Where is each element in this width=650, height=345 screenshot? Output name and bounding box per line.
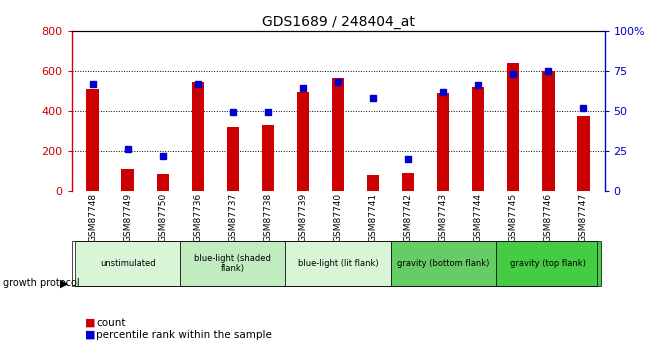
Text: GSM87738: GSM87738 — [263, 193, 272, 243]
Text: GSM87737: GSM87737 — [228, 193, 237, 243]
Bar — [285, 241, 391, 286]
Text: growth protocol: growth protocol — [3, 278, 80, 288]
Text: GSM87750: GSM87750 — [158, 193, 167, 243]
Bar — [75, 241, 180, 286]
Bar — [297, 92, 309, 190]
Bar — [262, 125, 274, 190]
Text: percentile rank within the sample: percentile rank within the sample — [96, 330, 272, 339]
Text: count: count — [96, 318, 125, 327]
Text: ▶: ▶ — [60, 278, 69, 288]
Bar — [86, 89, 99, 190]
Text: GSM87744: GSM87744 — [474, 193, 483, 242]
Text: GSM87746: GSM87746 — [544, 193, 553, 242]
Text: blue-light (lit flank): blue-light (lit flank) — [298, 259, 378, 268]
Bar — [507, 63, 519, 190]
Text: GSM87736: GSM87736 — [193, 193, 202, 243]
Text: GSM87739: GSM87739 — [298, 193, 307, 243]
Text: gravity (bottom flank): gravity (bottom flank) — [397, 259, 489, 268]
Text: GSM87741: GSM87741 — [369, 193, 378, 242]
Text: GSM87743: GSM87743 — [439, 193, 448, 242]
Bar — [157, 174, 169, 190]
Bar — [472, 87, 484, 190]
Text: GSM87749: GSM87749 — [123, 193, 132, 242]
Text: ■: ■ — [84, 318, 95, 327]
Title: GDS1689 / 248404_at: GDS1689 / 248404_at — [261, 14, 415, 29]
Bar — [402, 172, 414, 190]
Bar — [577, 116, 590, 190]
Text: ■: ■ — [84, 330, 95, 339]
Bar — [332, 78, 344, 190]
Bar — [180, 241, 285, 286]
Bar — [437, 93, 449, 190]
Bar — [227, 127, 239, 190]
Text: GSM87745: GSM87745 — [509, 193, 518, 242]
Text: GSM87742: GSM87742 — [404, 193, 413, 242]
Bar — [367, 175, 379, 190]
Bar — [542, 71, 554, 190]
Text: unstimulated: unstimulated — [100, 259, 155, 268]
Bar — [496, 241, 601, 286]
Bar — [122, 169, 134, 190]
Text: gravity (top flank): gravity (top flank) — [510, 259, 586, 268]
Bar — [391, 241, 496, 286]
Text: blue-light (shaded
flank): blue-light (shaded flank) — [194, 254, 271, 273]
Text: GSM87747: GSM87747 — [579, 193, 588, 242]
Text: GSM87748: GSM87748 — [88, 193, 97, 242]
Bar — [192, 82, 204, 190]
Text: GSM87740: GSM87740 — [333, 193, 343, 242]
